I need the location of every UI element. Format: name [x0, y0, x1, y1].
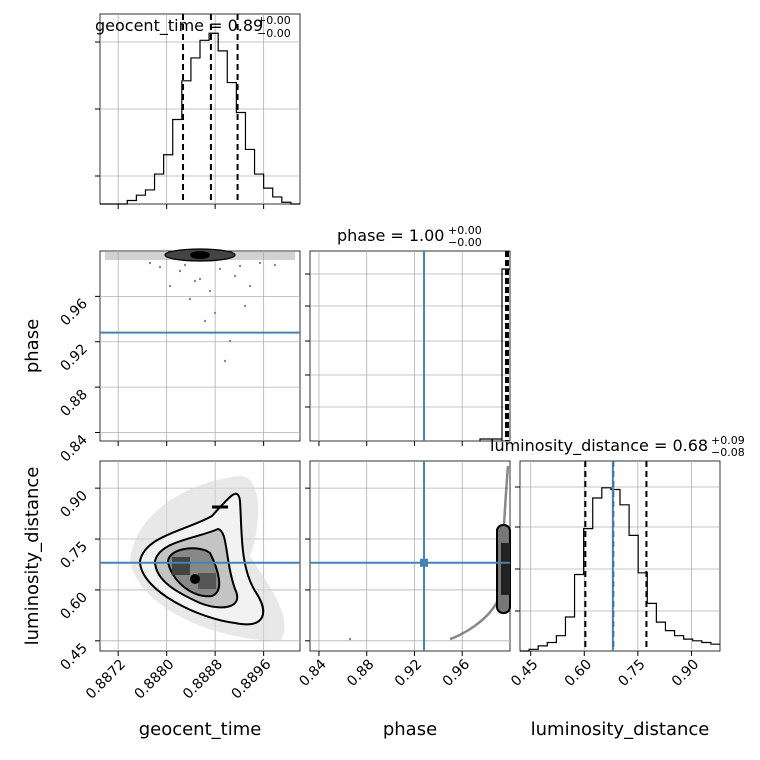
sample-point [183, 263, 187, 267]
sample-point [198, 277, 202, 281]
density-core [198, 573, 216, 589]
axes-frame [99, 250, 301, 442]
x-axis-label-phase: phase [383, 719, 437, 740]
sample-point [203, 319, 207, 323]
sample-point [228, 339, 232, 343]
y-tick-label: 0.88 [57, 387, 90, 420]
sample-point [238, 264, 242, 268]
sample-point [348, 637, 352, 641]
title-lower-error: −0.00 [257, 27, 291, 40]
sample-point [168, 284, 172, 288]
x-axis-label-geocent-time: geocent_time [139, 719, 262, 740]
sample-point [208, 289, 212, 293]
sample-point [258, 261, 262, 265]
x-tick-label: 0.75 [615, 657, 648, 690]
axes-frame [309, 460, 511, 652]
x-tick-label: 0.8888 [180, 657, 226, 703]
title-lower-error: −0.08 [711, 446, 745, 459]
y-tick-label: 0.96 [57, 296, 90, 329]
sample-point [223, 359, 227, 363]
panel-title-geocent-time: geocent_time = 0.89 [95, 16, 263, 36]
panel-title-luminosity-distance: luminosity_distance = 0.68 [490, 436, 708, 456]
x-tick-label: 0.60 [562, 657, 595, 690]
sample-point [158, 265, 162, 269]
x-tick-label: 0.8872 [83, 657, 129, 703]
sample-point [273, 263, 277, 267]
x-tick-label: 0.84 [296, 656, 329, 689]
y-tick-label: 0.45 [57, 640, 90, 673]
panel-title-phase: phase = 1.00 [337, 226, 444, 245]
y-tick-label: 0.92 [57, 341, 90, 374]
x-tick-label: 0.45 [508, 657, 541, 690]
x-tick-label: 0.8896 [229, 656, 275, 702]
x-axis-label-luminosity-distance: luminosity_distance [531, 719, 710, 740]
density-core [190, 251, 210, 259]
density-core [501, 543, 510, 595]
title-upper-error: +0.00 [257, 14, 291, 27]
density-peak [190, 574, 200, 584]
y-tick-label: 0.60 [57, 589, 90, 622]
y-tick-label: 0.84 [57, 432, 90, 465]
title-upper-error: +0.00 [448, 224, 482, 237]
histogram-geocent-time [100, 32, 300, 205]
sample-point [193, 279, 197, 283]
sample-point [148, 261, 152, 265]
truth-marker [420, 558, 429, 567]
y-tick-label: 0.75 [57, 539, 90, 572]
sample-point [243, 304, 247, 308]
density-core [172, 557, 190, 575]
sample-point [248, 284, 252, 288]
x-tick-label: 0.88 [344, 657, 377, 690]
title-lower-error: −0.00 [448, 236, 482, 249]
y-tick-label: 0.90 [57, 488, 90, 521]
axes-frame [309, 250, 511, 442]
sample-point [213, 311, 217, 315]
x-tick-label: 0.90 [669, 657, 702, 690]
sample-point [178, 269, 182, 273]
y-axis-label-phase: phase [22, 319, 43, 373]
x-tick-label: 0.96 [440, 656, 473, 689]
x-tick-label: 0.92 [392, 657, 425, 690]
sample-point [218, 267, 222, 271]
sample-point [233, 274, 237, 278]
y-axis-label-luminosity-distance: luminosity_distance [22, 467, 43, 646]
histogram-luminosity-distance [520, 487, 720, 652]
sample-point [188, 297, 192, 301]
title-upper-error: +0.09 [711, 434, 745, 447]
x-tick-label: 0.8880 [132, 657, 178, 703]
histogram-phase-tail [479, 438, 502, 441]
